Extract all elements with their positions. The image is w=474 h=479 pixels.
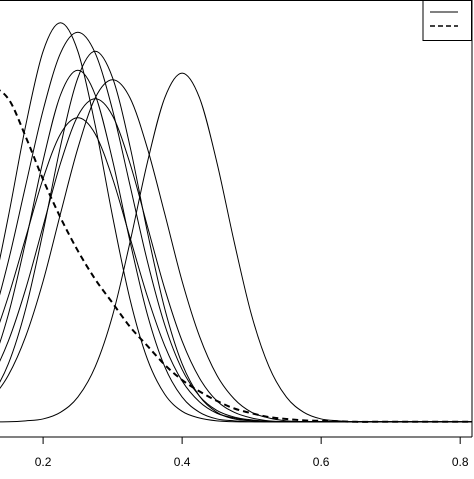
x-tick-label: 0.6 <box>313 455 330 469</box>
x-tick-label: 0.4 <box>174 455 191 469</box>
x-tick-label: 0.8 <box>452 455 469 469</box>
dashed-curve <box>0 89 472 423</box>
legend-box <box>422 0 472 41</box>
x-tick-label: 0.2 <box>35 455 52 469</box>
legend <box>422 0 472 41</box>
plot-area <box>0 22 472 423</box>
